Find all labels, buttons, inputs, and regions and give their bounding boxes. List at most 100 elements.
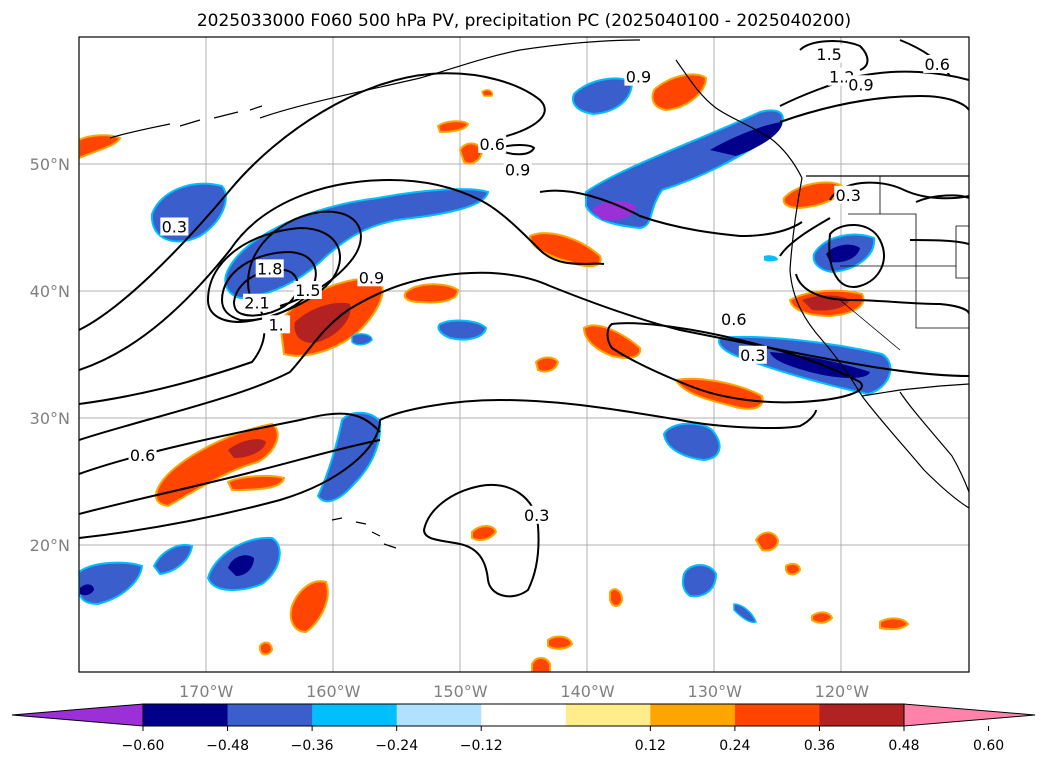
coastline-baja bbox=[861, 395, 969, 509]
border-states bbox=[839, 176, 969, 351]
precip-blob bbox=[79, 134, 122, 160]
colorbar-segment bbox=[734, 704, 820, 726]
contour-label-background bbox=[846, 75, 875, 94]
lon-tick-label: 160°W bbox=[306, 682, 361, 701]
contour-label-background bbox=[834, 185, 863, 204]
precip-blob bbox=[710, 122, 783, 156]
lon-tick-label: 130°W bbox=[688, 682, 743, 701]
colorbar-frame bbox=[142, 703, 905, 727]
contour-label: 1. bbox=[268, 315, 283, 334]
colorbar-tick-label: −0.12 bbox=[460, 738, 503, 754]
colorbar-segment bbox=[481, 704, 567, 726]
contour-label-background bbox=[255, 259, 284, 278]
precip-blob bbox=[534, 356, 560, 373]
pv-contour bbox=[606, 322, 863, 404]
contour-label: 0.9 bbox=[848, 75, 873, 94]
precip-blob bbox=[811, 611, 834, 624]
contour-label-background bbox=[719, 310, 748, 329]
precip-blob bbox=[289, 580, 329, 634]
lon-tick-label: 120°W bbox=[815, 682, 870, 701]
colorbar-tick-label: 0.60 bbox=[973, 738, 1004, 754]
precip-blob bbox=[351, 333, 373, 346]
precip-positive-areas bbox=[79, 73, 910, 672]
coastline-us-west bbox=[789, 177, 863, 397]
precip-blob bbox=[152, 544, 194, 576]
contour-label-background bbox=[815, 44, 844, 63]
contour-label: 0.3 bbox=[524, 506, 549, 525]
precip-blob bbox=[733, 603, 757, 624]
colorbar-tick-label: 0.12 bbox=[635, 738, 666, 754]
contour-label-background bbox=[243, 293, 271, 312]
colorbar-tick-label: −0.60 bbox=[122, 738, 165, 754]
coastline-hawaii bbox=[331, 517, 397, 549]
precip-blob bbox=[259, 641, 274, 656]
pv-contour bbox=[79, 271, 969, 441]
precip-blob bbox=[754, 531, 780, 552]
contour-label-background bbox=[128, 446, 157, 465]
precip-blob bbox=[592, 201, 636, 221]
pv-contour bbox=[779, 217, 969, 315]
contour-label: 1.5 bbox=[816, 45, 841, 64]
contour-labels: 0.60.90.31.82.11.50.91. 0.60.30.60.30.91.… bbox=[128, 44, 952, 525]
contour-label: 0.9 bbox=[626, 68, 651, 87]
contour-label: 0.6 bbox=[479, 135, 504, 154]
contour-label-background bbox=[503, 160, 532, 179]
precip-blob bbox=[547, 635, 574, 650]
precip-blob bbox=[403, 283, 460, 304]
contour-label: 0.6 bbox=[924, 55, 949, 74]
colorbar-tick-label: −0.36 bbox=[291, 738, 334, 754]
precip-blob bbox=[228, 555, 254, 576]
colorbar-segment bbox=[312, 704, 398, 726]
colorbar-extend-max bbox=[903, 703, 1036, 727]
pv-contour bbox=[539, 189, 803, 238]
pv-contour bbox=[909, 194, 969, 245]
contour-label-background bbox=[293, 281, 322, 299]
contour-label: 0.9 bbox=[359, 268, 384, 287]
precip-blob bbox=[582, 324, 642, 359]
precip-blob bbox=[609, 588, 624, 607]
lat-tick-label: 50°N bbox=[30, 155, 70, 174]
coastline-gulf-california bbox=[899, 391, 969, 493]
precip-blob bbox=[662, 422, 721, 462]
precip-blob bbox=[531, 657, 551, 672]
pv-contour bbox=[779, 94, 969, 123]
lat-tick-label: 20°N bbox=[30, 536, 70, 555]
plot-title: 2025033000 F060 500 hPa PV, precipitatio… bbox=[197, 11, 851, 31]
pv-contour bbox=[79, 178, 605, 371]
precip-blob bbox=[572, 77, 634, 116]
precip-blob bbox=[79, 561, 144, 606]
lon-tick-label: 170°W bbox=[179, 682, 234, 701]
colorbar-segment bbox=[227, 704, 313, 726]
precip-blob bbox=[437, 319, 488, 341]
contour-label: 2.1 bbox=[244, 294, 269, 313]
precip-blob bbox=[681, 564, 718, 598]
lon-tick-label: 150°W bbox=[433, 682, 488, 701]
contour-label-background bbox=[357, 268, 386, 287]
colorbar-tick-label: 0.36 bbox=[804, 738, 835, 754]
contour-label-background bbox=[624, 67, 653, 86]
contour-label-background bbox=[738, 345, 767, 364]
coastline-alaska-islands bbox=[109, 105, 263, 139]
colorbar-extend-min bbox=[11, 703, 144, 727]
contour-label-background bbox=[923, 54, 952, 73]
colorbar-segment bbox=[819, 704, 905, 726]
colorbar-segment bbox=[143, 704, 229, 726]
contour-label: 0.3 bbox=[835, 186, 860, 205]
contour-label-background bbox=[262, 315, 291, 334]
pv-contour bbox=[499, 144, 536, 156]
coastline-alaska bbox=[259, 39, 641, 119]
precip-blob bbox=[294, 302, 351, 343]
colorbar-tick-label: −0.24 bbox=[375, 738, 418, 754]
precip-blob bbox=[228, 439, 266, 458]
contour-label: 1.8 bbox=[257, 259, 282, 278]
lat-tick-label: 30°N bbox=[30, 409, 70, 428]
colorbar bbox=[11, 703, 1036, 727]
border-us-mexico bbox=[861, 383, 969, 397]
precip-blob bbox=[471, 525, 498, 541]
contour-label: 1.5 bbox=[295, 281, 320, 300]
lat-tick-label: 40°N bbox=[30, 282, 70, 301]
precip-blob bbox=[674, 377, 764, 410]
precip-blob bbox=[764, 255, 778, 262]
precip-blob bbox=[436, 120, 470, 134]
